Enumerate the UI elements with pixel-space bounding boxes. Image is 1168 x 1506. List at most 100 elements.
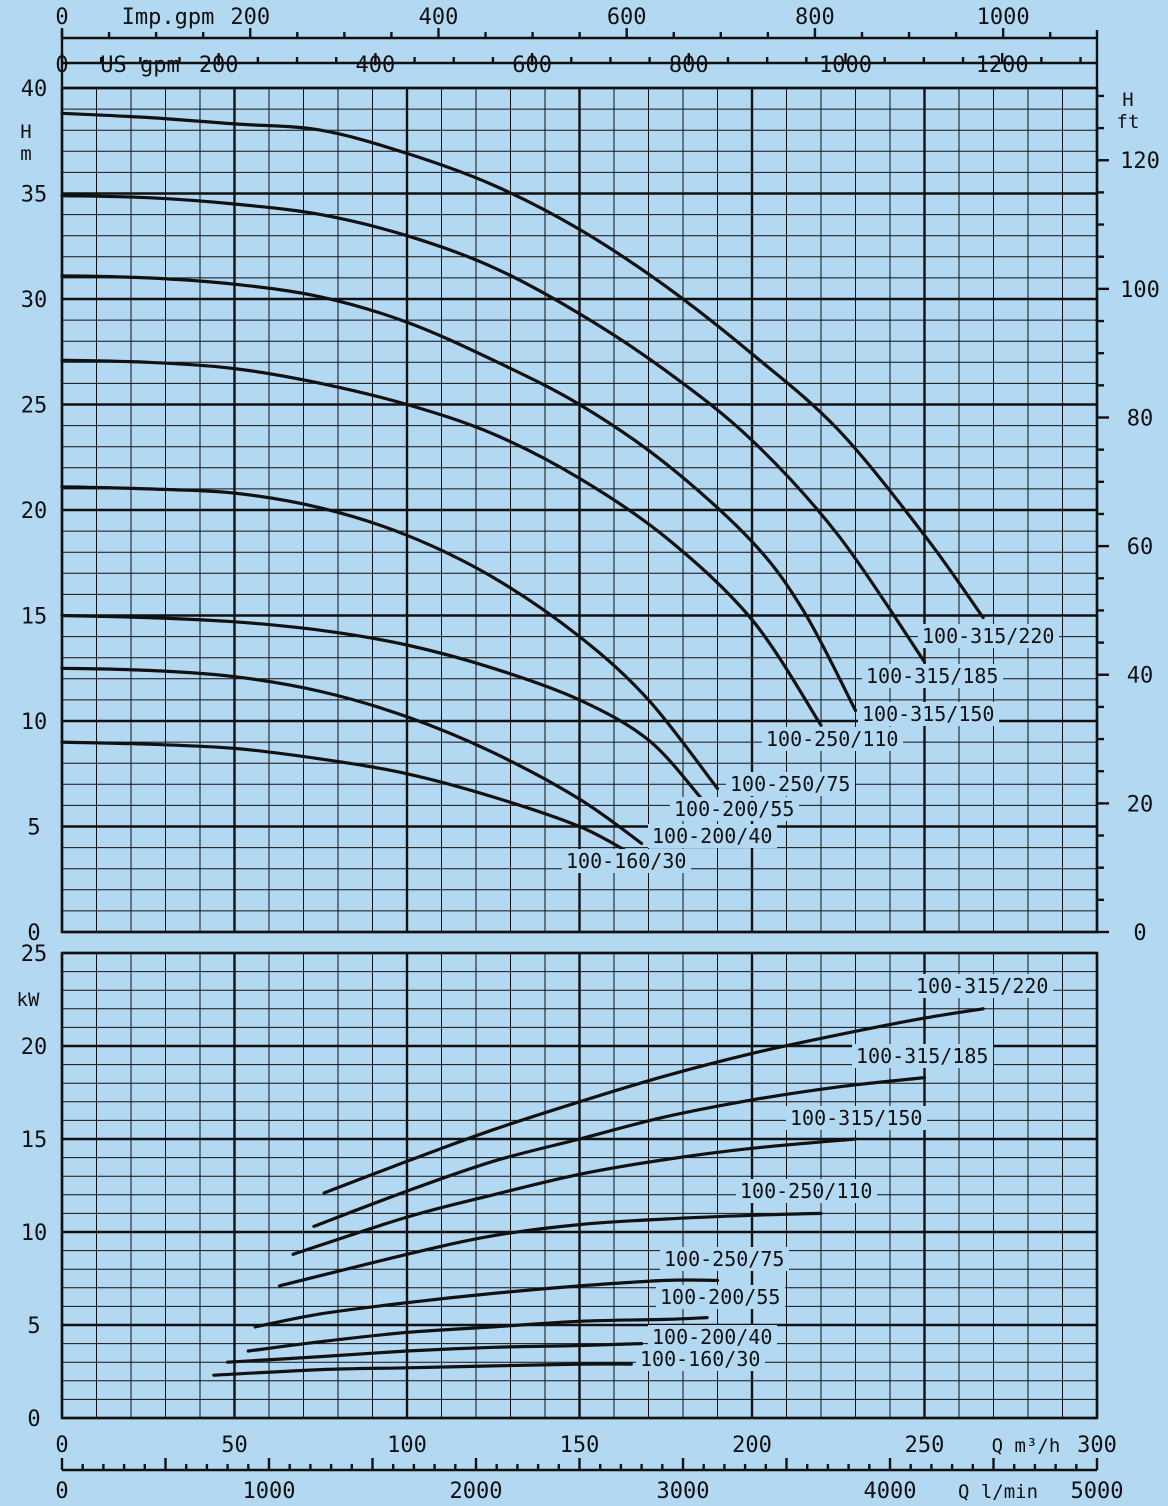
head-y-tick-label: 5	[27, 816, 40, 841]
head-curve-100-250-75	[60, 485, 720, 791]
power-curve-100-315-150	[291, 1137, 858, 1256]
head-curve-label: 100-315/220	[922, 624, 1054, 648]
head-curve-label: 100-200/40	[652, 824, 772, 848]
power-curve-label: 100-200/55	[660, 1285, 780, 1309]
x-m3h-tick-label: 300	[1077, 1433, 1117, 1458]
head-ft-tick-label: 100	[1120, 278, 1160, 303]
head-curve-label: 100-250/110	[766, 727, 898, 751]
head-ft-tick-label: 120	[1120, 149, 1160, 174]
head-y2-axis-label: H	[1122, 89, 1133, 111]
power-curve-label-bg	[852, 1044, 994, 1068]
power-curve-100-250-75	[253, 1278, 720, 1329]
head-y2-axis-unit: ft	[1117, 111, 1140, 133]
us-gpm-tick-label: 600	[512, 53, 552, 78]
power-curve-label-bg	[912, 974, 1054, 998]
head-curve-label-bg	[670, 797, 799, 821]
us-gpm-tick-label: 1200	[976, 53, 1029, 78]
imp-gpm-tick-label: 600	[607, 5, 647, 30]
us-gpm-tick-label: 400	[356, 53, 396, 78]
power-curve-label: 100-250/110	[740, 1179, 872, 1203]
head-curve-label: 100-200/55	[674, 797, 794, 821]
power-curve-label: 100-200/40	[652, 1325, 772, 1349]
head-curve-label: 100-315/185	[866, 664, 998, 688]
power-curve-label-bg	[736, 1179, 878, 1203]
imp-gpm-tick-label: 800	[795, 5, 835, 30]
head-ft-tick-label: 0	[1133, 921, 1146, 946]
power-y-tick-label: 10	[21, 1221, 48, 1246]
us-gpm-tick-label: 200	[199, 53, 239, 78]
head-y-tick-label: 0	[27, 921, 40, 946]
head-ft-tick-label: 20	[1127, 792, 1154, 817]
lmin-tick-label: 4000	[864, 1479, 917, 1504]
power-curve-100-200-55	[246, 1316, 709, 1353]
power-curve-label: 100-315/185	[856, 1044, 988, 1068]
power-curve-100-315-220	[322, 1007, 985, 1195]
imp-gpm-tick-label: 400	[419, 5, 459, 30]
head-curve-label: 100-250/75	[730, 772, 850, 796]
head-curve-label-bg	[762, 727, 904, 751]
head-y-axis-label: H	[20, 121, 31, 143]
head-ft-tick-label: 80	[1127, 406, 1154, 431]
x-m3h-tick-label: 0	[55, 1433, 68, 1458]
lmin-axis-label: Q l/min	[958, 1481, 1038, 1503]
head-y-tick-label: 15	[21, 605, 48, 630]
lmin-tick-label: 3000	[657, 1479, 710, 1504]
head-curve-label: 100-315/150	[862, 702, 994, 726]
imp-gpm-tick-label: 1000	[977, 5, 1030, 30]
x-m3h-tick-label: 150	[560, 1433, 600, 1458]
head-curve-label-bg	[562, 849, 691, 873]
head-curve-100-315-220	[60, 111, 985, 620]
us-gpm-axis-label: US gpm	[100, 53, 179, 78]
x-m3h-tick-label: 250	[905, 1433, 945, 1458]
power-curve-label-bg	[656, 1285, 785, 1309]
head-y-tick-label: 40	[21, 77, 48, 102]
x-m3h-tick-label: 200	[732, 1433, 772, 1458]
head-curve-label-bg	[918, 624, 1060, 648]
power-curve-100-160-30	[212, 1362, 633, 1377]
power-curve-label: 100-315/150	[790, 1106, 922, 1130]
power-panel-frame	[60, 951, 1099, 1420]
power-curve-100-200-40	[226, 1342, 644, 1364]
power-panel-grid	[60, 951, 1099, 1420]
power-curve-label-bg	[636, 1347, 765, 1371]
head-curve-100-250-110	[60, 358, 823, 727]
power-y-tick-label: 5	[27, 1314, 40, 1339]
power-curve-label-bg	[786, 1106, 928, 1130]
power-y-tick-label: 20	[21, 1035, 48, 1060]
power-curve-label: 100-250/75	[664, 1247, 784, 1271]
x-m3h-tick-label: 100	[387, 1433, 427, 1458]
lmin-tick-label: 5000	[1071, 1479, 1124, 1504]
head-y-tick-label: 20	[21, 499, 48, 524]
us-gpm-tick-label: 1000	[819, 53, 872, 78]
imp-gpm-axis-label: Imp.gpm	[122, 5, 215, 30]
head-curve-label-bg	[862, 664, 1004, 688]
head-y-tick-label: 35	[21, 183, 48, 208]
head-curve-label-bg	[726, 772, 855, 796]
imp-gpm-tick-label: 200	[230, 5, 270, 30]
us-gpm-tick-label: 0	[55, 53, 68, 78]
head-curve-100-315-185	[60, 194, 927, 664]
x-m3h-tick-label: 50	[221, 1433, 248, 1458]
head-y-axis-unit: m	[20, 143, 31, 165]
head-curve-label-bg	[648, 824, 777, 848]
power-y-tick-label: 15	[21, 1128, 48, 1153]
imp-gpm-tick-label: 0	[55, 5, 68, 30]
power-curve-100-250-110	[277, 1211, 823, 1288]
head-y-tick-label: 10	[21, 710, 48, 735]
lmin-tick-label: 0	[55, 1479, 68, 1504]
head-y-tick-label: 25	[21, 394, 48, 419]
head-curve-100-315-150	[60, 274, 858, 713]
head-panel-grid	[60, 86, 1099, 934]
lmin-tick-label: 1000	[243, 1479, 296, 1504]
head-curve-label-bg	[858, 702, 1000, 726]
head-y-tick-label: 30	[21, 288, 48, 313]
head-curve-100-200-55	[60, 613, 702, 799]
us-gpm-tick-label: 800	[669, 53, 709, 78]
power-y-axis-label: kW	[17, 989, 40, 1011]
power-curve-label-bg	[660, 1247, 789, 1271]
power-curve-100-315-185	[312, 1076, 927, 1228]
head-panel-frame	[60, 86, 1099, 934]
power-curve-label-bg	[648, 1325, 777, 1349]
